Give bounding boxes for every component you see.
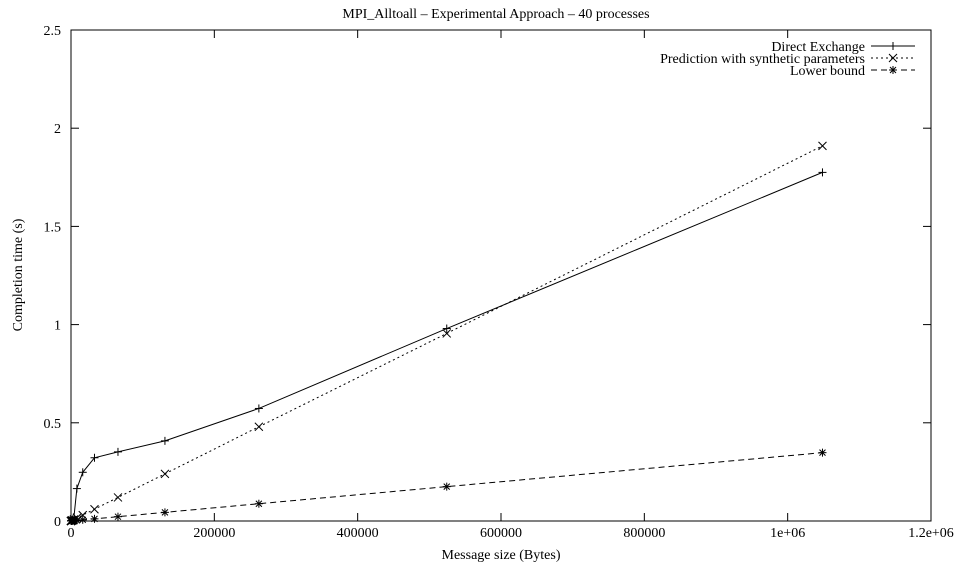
data-point	[90, 504, 99, 514]
data-point	[160, 436, 169, 445]
data-point	[113, 512, 122, 521]
y-tick-label: 0.5	[44, 417, 62, 432]
data-point	[90, 514, 99, 523]
data-point	[78, 515, 87, 524]
x-tick-label: 1e+06	[770, 526, 805, 541]
y-axis-label: Completion time (s)	[11, 218, 26, 331]
x-tick-label: 600000	[480, 526, 522, 541]
data-point	[72, 516, 81, 525]
legend-label: Lower bound	[790, 64, 865, 79]
data-point	[254, 422, 264, 432]
y-tick-label: 1.5	[44, 220, 62, 235]
data-point	[818, 168, 827, 177]
data-point	[818, 141, 827, 151]
legend-label: Direct Exchange	[771, 40, 865, 55]
y-tick-label: 0	[54, 515, 61, 530]
data-point	[160, 469, 170, 479]
data-point	[160, 508, 169, 517]
plot-frame	[70, 29, 932, 522]
chart-title: MPI_Alltoall – Experimental Approach – 4…	[342, 7, 649, 22]
data-point	[113, 447, 122, 456]
legend-marker	[888, 53, 898, 63]
axis-ticks: 0 200000 400000 600000 800000 1e+06 1.2e+06 0 0.…	[44, 24, 954, 541]
x-tick-label: 1.2e+06	[908, 526, 954, 541]
y-tick-label: 2.5	[44, 24, 62, 39]
legend-label: Prediction with synthetic parameters	[660, 52, 865, 67]
x-tick-label: 400000	[337, 526, 379, 541]
data-point	[442, 329, 452, 338]
data-point	[818, 448, 827, 457]
y-tick-label: 2	[54, 122, 61, 137]
x-axis-label: Message size (Bytes)	[442, 548, 561, 563]
data-point	[78, 468, 87, 477]
data-point	[90, 453, 99, 462]
x-tick-label: 200000	[193, 526, 235, 541]
data-point	[113, 493, 123, 502]
data-point	[254, 499, 263, 508]
series-layer	[66, 141, 827, 526]
legend-entry: Direct Exchange	[771, 40, 915, 55]
series-prediction-with-synthetic-parameters	[66, 141, 827, 526]
legend-marker	[889, 66, 897, 74]
x-tick-label: 0	[68, 526, 75, 541]
x-tick-label: 800000	[623, 526, 665, 541]
legend-entry: Prediction with synthetic parameters	[660, 52, 915, 67]
data-point	[442, 482, 451, 491]
legend-entry: Lower bound	[790, 64, 915, 79]
series-direct-exchange	[67, 168, 827, 525]
legend-marker	[889, 42, 897, 50]
series-lower-bound	[67, 448, 827, 525]
data-point	[72, 484, 81, 493]
data-point	[254, 404, 263, 413]
data-point	[442, 324, 451, 333]
series-line	[70, 171, 823, 522]
y-tick-label: 1	[54, 319, 61, 334]
